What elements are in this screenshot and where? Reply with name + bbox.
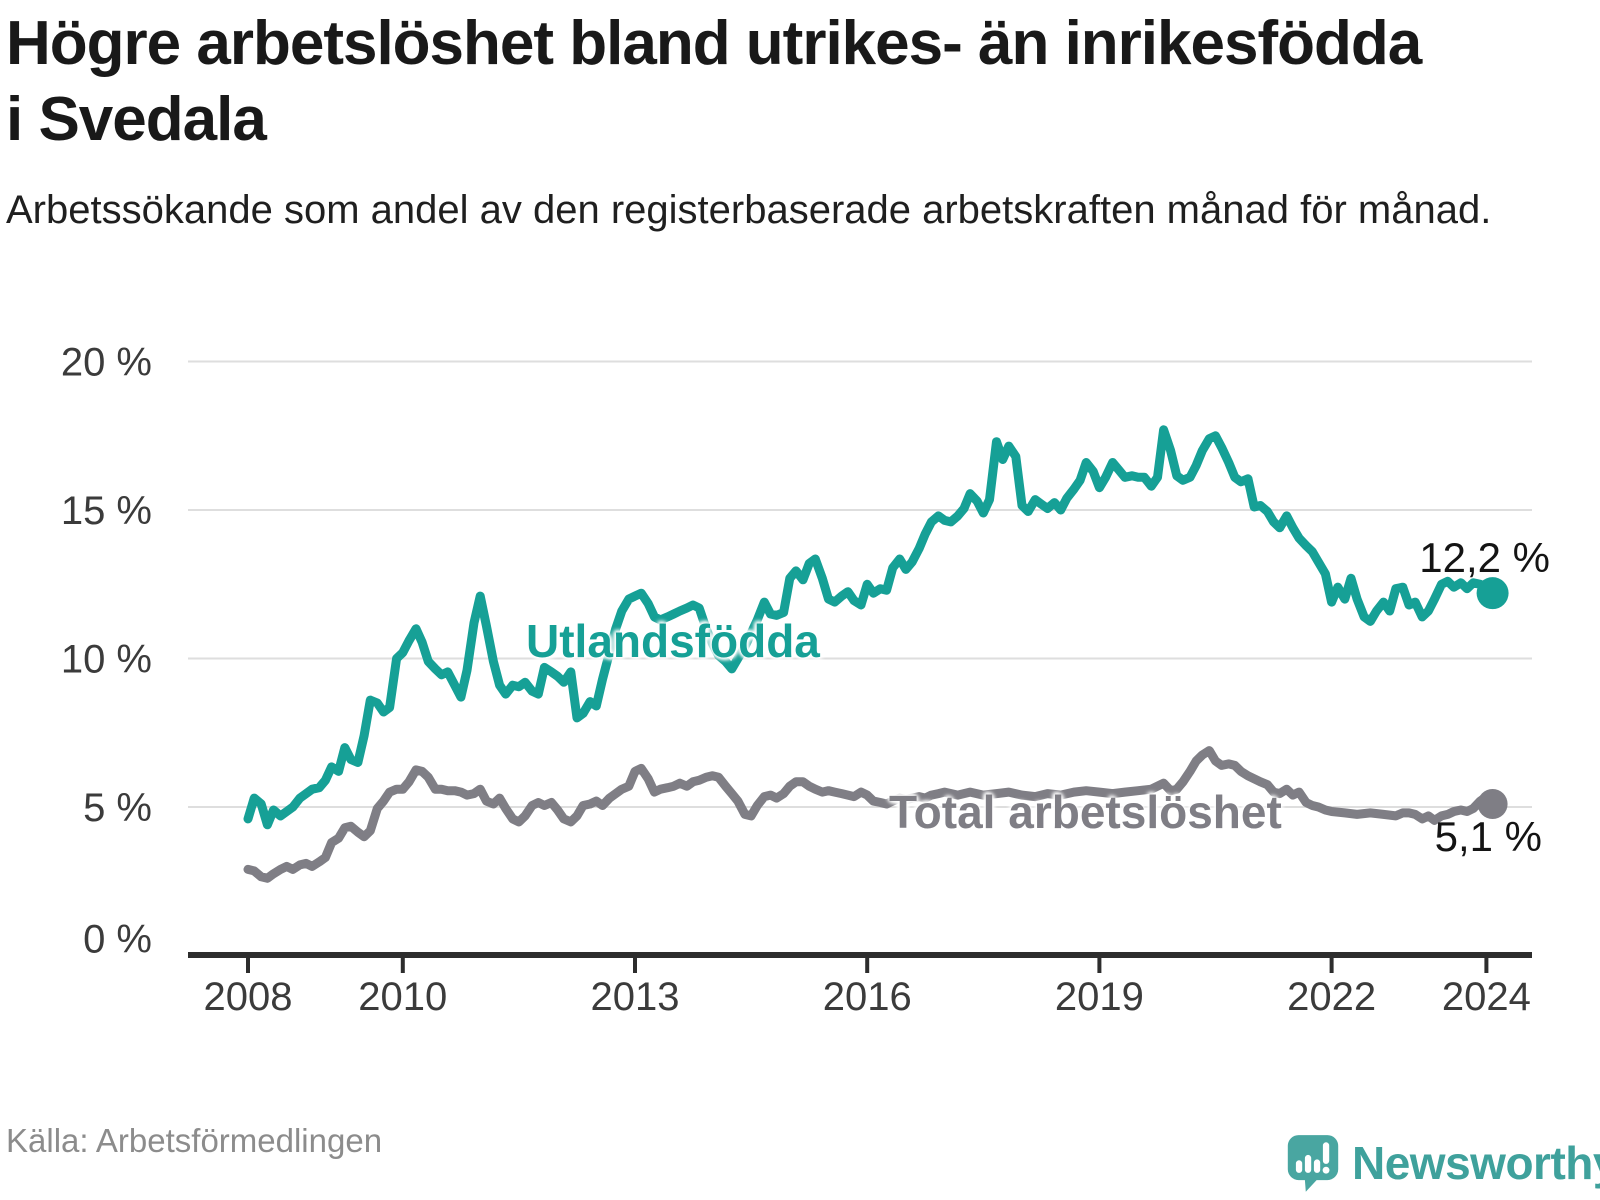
series-line-total-arbetsloshet	[243, 746, 1498, 883]
page-subtitle: Arbetssökande som andel av den registerb…	[6, 188, 1492, 232]
x-tick-label-2016: 2016	[823, 975, 912, 1019]
series-label-total-arbetsloshet: Total arbetslöshet	[889, 786, 1282, 838]
x-tick-label-2022: 2022	[1287, 975, 1376, 1019]
x-tick-label-2024: 2024	[1442, 975, 1531, 1019]
x-tick-label-2010: 2010	[358, 975, 447, 1019]
series-line-utlandsfodda	[243, 425, 1498, 830]
newsworthy-logo: Newsworthy	[1286, 1132, 1600, 1194]
endpoint-dot-total-arbetsloshet	[1477, 789, 1508, 820]
page-title: Högre arbetslöshet bland utrikes- än inr…	[6, 9, 1422, 154]
x-tick-label-2013: 2013	[591, 975, 680, 1019]
source-note: Källa: Arbetsförmedlingen	[6, 1122, 383, 1159]
series-label-utlandsfodda: Utlandsfödda	[526, 615, 820, 667]
newsworthy-wordmark: Newsworthy	[1352, 1137, 1600, 1189]
x-tick-label-2008: 2008	[204, 975, 293, 1019]
newsworthy-bubble-chart-icon	[1287, 1135, 1339, 1192]
y-tick-label-15: 15 %	[61, 489, 152, 533]
end-value-label-total-arbetsloshet: 5,1 %	[1434, 813, 1542, 860]
x-tick-label-2019: 2019	[1055, 975, 1144, 1019]
y-tick-label-10: 10 %	[61, 638, 152, 682]
y-tick-label-0: 0 %	[83, 918, 152, 962]
endpoint-dot-utlandsfodda	[1476, 577, 1509, 610]
y-tick-label-5: 5 %	[83, 786, 152, 830]
y-tick-label-20: 20 %	[61, 341, 152, 385]
end-value-label-utlandsfodda: 12,2 %	[1419, 534, 1550, 581]
